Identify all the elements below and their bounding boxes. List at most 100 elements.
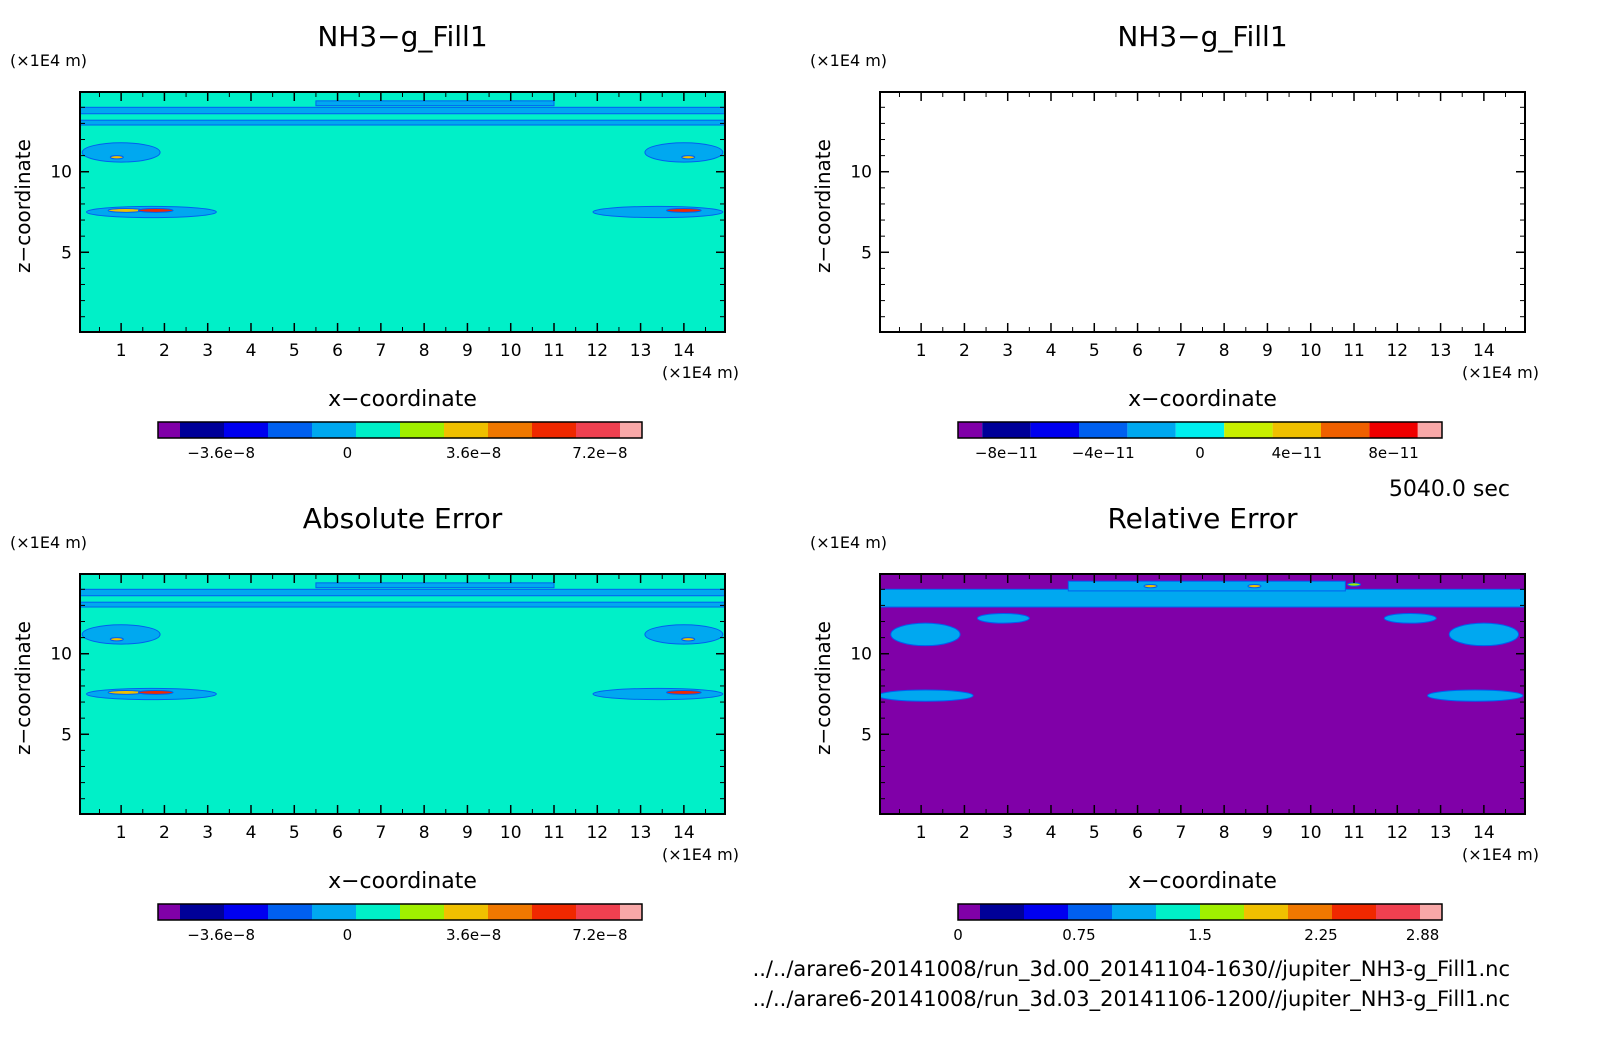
colorbar-tick-label-1: −3.6e−8 <box>187 926 255 944</box>
chart-panel-4: Relative Error(×1E4 m)1 2 3 4 5 6 7 8 9 10 11 12 13 1… <box>810 502 1539 944</box>
colorbar-frame <box>957 903 1443 921</box>
colorbar-swatch-10 <box>532 904 576 920</box>
y-axis-unit: (×1E4 m) <box>10 533 87 552</box>
x-tick-label-6: 6 <box>332 341 343 361</box>
colorbar-swatch-5 <box>312 422 356 438</box>
contour-band-1 <box>880 588 1525 608</box>
x-tick-label-8: 8 <box>419 341 430 361</box>
x-tick-label-1: 1 <box>916 823 927 843</box>
contour-blob-5 <box>976 612 1030 624</box>
contour-blob-7 <box>880 689 974 702</box>
contour-band-1 <box>80 588 725 597</box>
contour-band-2 <box>80 119 725 126</box>
colorbar-swatch-1 <box>158 422 180 438</box>
x-axis-unit: (×1E4 m) <box>1462 845 1539 864</box>
x-tick-label-6: 6 <box>1132 341 1143 361</box>
x-tick-label-10: 10 <box>1300 341 1322 361</box>
colorbar: −3.6e−8 0 3.6e−8 7.2e−8 <box>157 903 643 944</box>
x-tick-label-9: 9 <box>462 823 473 843</box>
colorbar-swatch-7 <box>1200 904 1244 920</box>
contour-band-1 <box>80 106 725 115</box>
colorbar-swatch-9 <box>1288 904 1332 920</box>
x-tick-label-12: 12 <box>586 823 608 843</box>
y-tick-label-10: 10 <box>50 645 72 665</box>
chart-panel-2: NH3−g_Fill1(×1E4 m)1 2 3 4 5 6 7 8 9 10 11 12 13 1451… <box>810 20 1539 462</box>
y-tick-label-10: 10 <box>50 163 72 183</box>
y-tick-label-5: 5 <box>61 725 72 745</box>
colorbar-swatch-9 <box>488 904 532 920</box>
contour-layer <box>80 582 725 701</box>
colorbar-swatch-10 <box>1369 422 1418 438</box>
colorbar-swatch-11 <box>1417 422 1442 438</box>
x-tick-label-5: 5 <box>289 341 300 361</box>
y-tick-label-5: 5 <box>61 243 72 263</box>
contour-blob-5 <box>644 142 724 163</box>
colorbar-swatch-8 <box>444 904 488 920</box>
x-tick-label-10: 10 <box>500 823 522 843</box>
contour-blob-11 <box>109 637 124 642</box>
colorbar-swatch-3 <box>224 422 268 438</box>
x-tick-label-5: 5 <box>1089 341 1100 361</box>
y-axis-label: z−coordinate <box>11 139 35 273</box>
y-axis-label: z−coordinate <box>811 621 835 755</box>
contour-band-3 <box>315 582 555 589</box>
x-tick-label-14: 14 <box>1473 823 1495 843</box>
x-tick-label-9: 9 <box>1262 341 1273 361</box>
colorbar-swatch-11 <box>576 422 620 438</box>
x-tick-label-6: 6 <box>1132 823 1143 843</box>
contour-blob-7 <box>592 687 724 701</box>
x-tick-label-10: 10 <box>1300 823 1322 843</box>
colorbar-tick-label-1: −8e−11 <box>975 444 1038 462</box>
colorbar-tick-label-4: 7.2e−8 <box>572 926 627 944</box>
colorbar-tick-label-3: 3.6e−8 <box>446 926 501 944</box>
contour-blob-7 <box>592 205 724 219</box>
x-tick-label-12: 12 <box>586 341 608 361</box>
x-tick-label-7: 7 <box>375 823 386 843</box>
contour-blob-8 <box>1427 689 1524 702</box>
contour-blob-11 <box>109 155 124 160</box>
colorbar-tick-label-2: 0.75 <box>1062 926 1095 944</box>
y-tick-label-10: 10 <box>850 645 872 665</box>
x-tick-label-3: 3 <box>1002 341 1013 361</box>
colorbar-swatch-5 <box>1112 904 1156 920</box>
chart-panel-3: Absolute Error(×1E4 m)1 2 3 4 5 6 7 8 9 10 11 12 13 1… <box>10 502 739 944</box>
x-axis-unit: (×1E4 m) <box>662 363 739 382</box>
colorbar-swatch-3 <box>224 904 268 920</box>
colorbar-swatch-12 <box>620 422 642 438</box>
contour-blob-9 <box>137 207 174 213</box>
colorbar-tick-label-1: −3.6e−8 <box>187 444 255 462</box>
colorbar: −8e−11 −4e−11 0 4e−11 8e−11 <box>957 421 1443 462</box>
colorbar-swatch-8 <box>1272 422 1321 438</box>
x-tick-label-7: 7 <box>375 341 386 361</box>
x-tick-label-8: 8 <box>1219 341 1230 361</box>
contour-blob-9 <box>137 689 174 695</box>
colorbar-swatch-9 <box>1321 422 1370 438</box>
colorbar-tick-label-3: 3.6e−8 <box>446 444 501 462</box>
colorbar-tick-label-5: 8e−11 <box>1368 444 1418 462</box>
contour-band-2 <box>80 601 725 608</box>
colorbar-swatch-12 <box>620 904 642 920</box>
colorbar-frame <box>157 421 643 439</box>
x-tick-label-5: 5 <box>289 823 300 843</box>
contour-blob-8 <box>107 207 144 213</box>
colorbar-swatch-4 <box>1068 904 1112 920</box>
x-tick-label-3: 3 <box>202 823 213 843</box>
x-tick-label-14: 14 <box>1473 341 1495 361</box>
x-tick-label-3: 3 <box>1002 823 1013 843</box>
colorbar-swatch-5 <box>312 904 356 920</box>
x-tick-label-4: 4 <box>1046 823 1057 843</box>
colorbar-swatch-6 <box>1175 422 1225 438</box>
file-path-2: ../../arare6-20141008/run_3d.03_20141106… <box>753 987 1510 1012</box>
x-tick-label-8: 8 <box>1219 823 1230 843</box>
x-axis-label: x−coordinate <box>328 387 477 412</box>
contour-layer <box>80 100 725 219</box>
colorbar-tick-label-1: 0 <box>953 926 963 944</box>
colorbar-swatch-7 <box>400 904 444 920</box>
contour-blob-9 <box>1143 583 1158 589</box>
x-tick-label-9: 9 <box>1262 823 1273 843</box>
x-tick-label-6: 6 <box>332 823 343 843</box>
colorbar-swatch-11 <box>1376 904 1420 920</box>
x-tick-label-4: 4 <box>246 341 257 361</box>
x-tick-label-13: 13 <box>1430 341 1452 361</box>
x-tick-label-7: 7 <box>1175 823 1186 843</box>
